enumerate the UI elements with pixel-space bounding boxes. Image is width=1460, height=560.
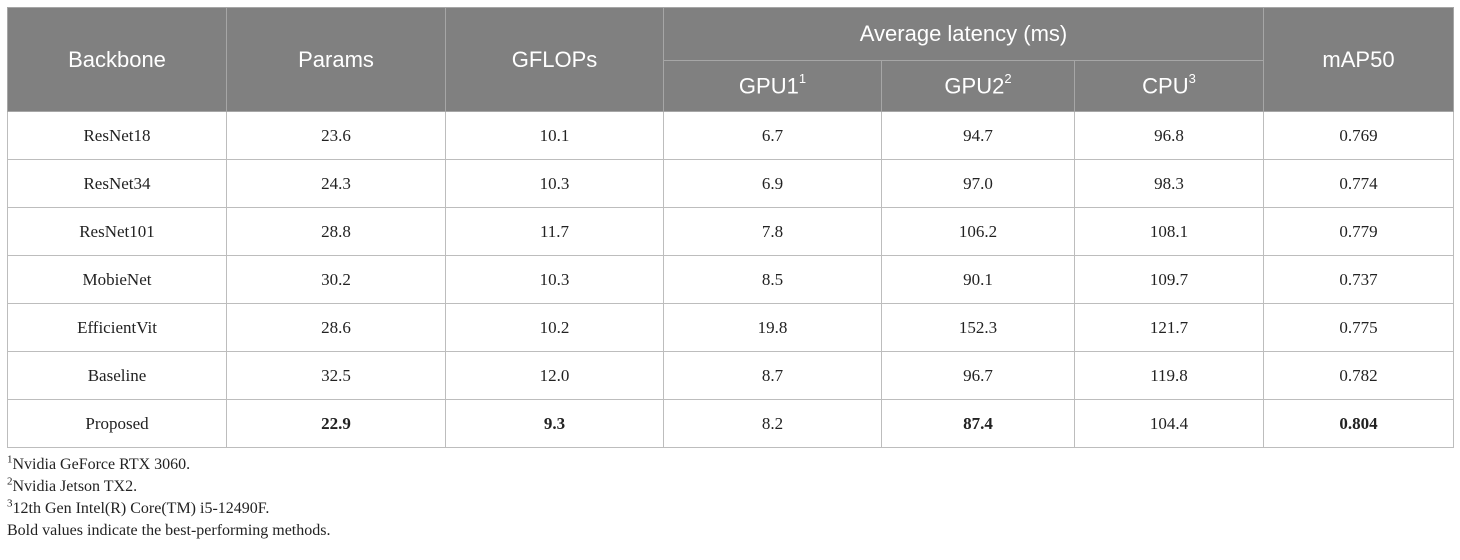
cell-map50: 0.782 xyxy=(1263,351,1454,400)
header-gpu2-footnote-mark: 2 xyxy=(1004,70,1012,86)
cell-gpu2: 97.0 xyxy=(881,159,1075,208)
header-average-latency: Average latency (ms) xyxy=(663,7,1264,61)
table-container: Backbone Params GFLOPs Average latency (… xyxy=(7,7,1454,542)
footnote-1-text: Nvidia GeForce RTX 3060. xyxy=(12,456,191,473)
cell-gpu1: 8.7 xyxy=(663,351,882,400)
header-gpu1: GPU11 xyxy=(663,60,882,112)
header-backbone: Backbone xyxy=(7,7,227,112)
cell-gpu1: 7.8 xyxy=(663,207,882,256)
cell-gpu2: 90.1 xyxy=(881,255,1075,304)
cell-gflops: 10.3 xyxy=(445,255,664,304)
table-row: Proposed 22.9 9.3 8.2 87.4 104.4 0.804 xyxy=(7,399,1454,448)
cell-params: 30.2 xyxy=(226,255,446,304)
cell-map50: 0.775 xyxy=(1263,303,1454,352)
header-cpu-label: CPU xyxy=(1142,73,1189,99)
cell-params: 28.8 xyxy=(226,207,446,256)
latency-table: Backbone Params GFLOPs Average latency (… xyxy=(7,7,1454,448)
header-gpu1-label: GPU1 xyxy=(738,73,799,99)
cell-cpu: 108.1 xyxy=(1074,207,1264,256)
cell-map50: 0.774 xyxy=(1263,159,1454,208)
table-footnotes: 1Nvidia GeForce RTX 3060. 2Nvidia Jetson… xyxy=(7,454,1453,542)
cell-backbone: ResNet18 xyxy=(7,111,227,160)
cell-params: 22.9 xyxy=(226,399,446,448)
cell-backbone: Baseline xyxy=(7,351,227,400)
cell-gflops: 12.0 xyxy=(445,351,664,400)
cell-gpu1: 8.5 xyxy=(663,255,882,304)
cell-cpu: 121.7 xyxy=(1074,303,1264,352)
cell-gpu1: 8.2 xyxy=(663,399,882,448)
cell-cpu: 109.7 xyxy=(1074,255,1264,304)
table-row: EfficientVit 28.6 10.2 19.8 152.3 121.7 … xyxy=(7,303,1454,352)
cell-backbone: ResNet34 xyxy=(7,159,227,208)
footnote-2-text: Nvidia Jetson TX2. xyxy=(12,478,138,495)
cell-backbone: MobieNet xyxy=(7,255,227,304)
footnote-3: 312th Gen Intel(R) Core(TM) i5-12490F. xyxy=(7,498,1453,520)
cell-gflops: 11.7 xyxy=(445,207,664,256)
cell-cpu: 98.3 xyxy=(1074,159,1264,208)
cell-params: 24.3 xyxy=(226,159,446,208)
cell-gpu2: 94.7 xyxy=(881,111,1075,160)
bold-values-note: Bold values indicate the best-performing… xyxy=(7,522,331,539)
footnote-1: 1Nvidia GeForce RTX 3060. xyxy=(7,454,1453,476)
cell-gpu2: 106.2 xyxy=(881,207,1075,256)
cell-map50: 0.779 xyxy=(1263,207,1454,256)
footnote-3-text: 12th Gen Intel(R) Core(TM) i5-12490F. xyxy=(12,500,270,517)
header-gflops: GFLOPs xyxy=(445,7,664,112)
table-row: ResNet101 28.8 11.7 7.8 106.2 108.1 0.77… xyxy=(7,207,1454,256)
cell-gflops: 10.2 xyxy=(445,303,664,352)
cell-gflops: 9.3 xyxy=(445,399,664,448)
cell-gpu1: 19.8 xyxy=(663,303,882,352)
footnote-1-mark: 1 xyxy=(7,453,13,466)
cell-cpu: 119.8 xyxy=(1074,351,1264,400)
cell-gflops: 10.1 xyxy=(445,111,664,160)
cell-gpu1: 6.7 xyxy=(663,111,882,160)
table-row: ResNet18 23.6 10.1 6.7 94.7 96.8 0.769 xyxy=(7,111,1454,160)
cell-gpu1: 6.9 xyxy=(663,159,882,208)
footnote-3-mark: 3 xyxy=(7,497,13,510)
footnote-2-mark: 2 xyxy=(7,475,13,488)
table-row: Baseline 32.5 12.0 8.7 96.7 119.8 0.782 xyxy=(7,351,1454,400)
cell-gpu2: 96.7 xyxy=(881,351,1075,400)
header-map50: mAP50 xyxy=(1263,7,1454,112)
header-gpu1-footnote-mark: 1 xyxy=(798,70,807,86)
cell-map50: 0.737 xyxy=(1263,255,1454,304)
cell-map50: 0.804 xyxy=(1263,399,1454,448)
cell-backbone: Proposed xyxy=(7,399,227,448)
cell-params: 28.6 xyxy=(226,303,446,352)
cell-params: 23.6 xyxy=(226,111,446,160)
footnote-2: 2Nvidia Jetson TX2. xyxy=(7,476,1453,498)
header-cpu-footnote-mark: 3 xyxy=(1188,70,1196,86)
header-cpu: CPU3 xyxy=(1074,60,1264,112)
cell-map50: 0.769 xyxy=(1263,111,1454,160)
cell-cpu: 104.4 xyxy=(1074,399,1264,448)
cell-cpu: 96.8 xyxy=(1074,111,1264,160)
cell-gpu2: 87.4 xyxy=(881,399,1075,448)
table-body: ResNet18 23.6 10.1 6.7 94.7 96.8 0.769 R… xyxy=(7,111,1454,448)
table-row: MobieNet 30.2 10.3 8.5 90.1 109.7 0.737 xyxy=(7,255,1454,304)
header-params: Params xyxy=(226,7,446,112)
table-row: ResNet34 24.3 10.3 6.9 97.0 98.3 0.774 xyxy=(7,159,1454,208)
cell-backbone: EfficientVit xyxy=(7,303,227,352)
header-gpu2-label: GPU2 xyxy=(944,73,1005,99)
table-header: Backbone Params GFLOPs Average latency (… xyxy=(7,7,1454,112)
cell-params: 32.5 xyxy=(226,351,446,400)
cell-backbone: ResNet101 xyxy=(7,207,227,256)
cell-gpu2: 152.3 xyxy=(881,303,1075,352)
header-gpu2: GPU22 xyxy=(881,60,1075,112)
cell-gflops: 10.3 xyxy=(445,159,664,208)
